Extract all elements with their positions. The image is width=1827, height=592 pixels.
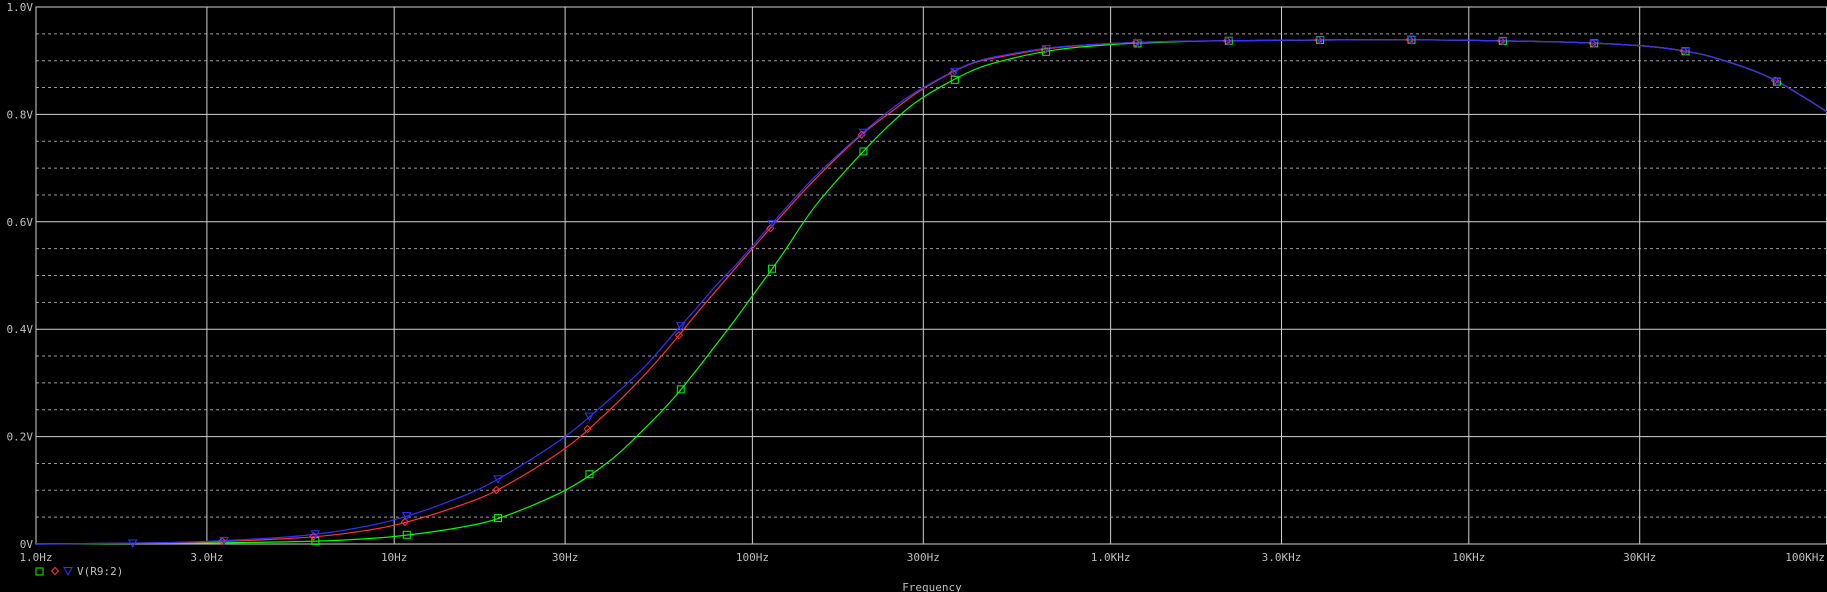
triangle-marker xyxy=(675,322,686,331)
triangle-marker xyxy=(767,220,777,229)
diamond-marker xyxy=(857,130,866,139)
legend-triangle-marker xyxy=(63,567,73,577)
diamond-marker xyxy=(948,68,958,78)
diamond-marker xyxy=(674,330,684,340)
x-tick-label: 1.0Hz xyxy=(19,551,52,564)
grid xyxy=(35,6,1827,545)
triangle-marker xyxy=(127,539,138,549)
triangle-marker xyxy=(1771,78,1782,87)
triangle-marker xyxy=(584,412,595,422)
legend-label: V(R9:2) xyxy=(77,565,123,578)
triangle-marker xyxy=(1223,37,1234,46)
square-marker xyxy=(585,470,594,479)
x-tick-label: 100Hz xyxy=(736,551,769,564)
square-marker xyxy=(859,147,868,156)
y-tick-label: 0.4V xyxy=(7,323,34,336)
triangle-marker xyxy=(1589,39,1600,49)
legend-square-marker xyxy=(35,567,44,576)
diamond-marker xyxy=(1496,36,1506,46)
y-tick-label: 0V xyxy=(20,538,34,551)
square-marker xyxy=(676,385,685,394)
diamond-marker xyxy=(1222,36,1232,45)
triangle-marker xyxy=(401,512,412,521)
y-tick-label: 1.0V xyxy=(7,1,34,14)
diamond-marker xyxy=(1040,45,1049,54)
triangle-marker xyxy=(493,475,503,484)
x-tick-label: 10Hz xyxy=(381,551,408,564)
square-marker xyxy=(402,530,411,539)
axis-ticks: 0V 0.2V 0.4V 0.6V 0.8V 1.0V 1.0Hz 3.0Hz 10Hz 30Hz… xyxy=(7,1,1826,564)
x-tick-label: 300Hz xyxy=(907,551,940,564)
diamond-marker xyxy=(1588,39,1597,48)
triangle-marker xyxy=(1132,39,1143,48)
x-tick-label: 30KHz xyxy=(1623,551,1656,564)
series-markers xyxy=(127,35,1782,549)
diamond-marker xyxy=(400,517,410,527)
square-marker xyxy=(768,264,777,273)
legend: V(R9:2) xyxy=(35,565,123,578)
triangle-marker xyxy=(1497,37,1508,46)
diamond-marker xyxy=(1131,38,1140,47)
x-tick-label: 3.0KHz xyxy=(1262,551,1302,564)
series-curves xyxy=(35,39,1827,545)
y-tick-label: 0.2V xyxy=(7,431,34,444)
series-line-triangle xyxy=(35,39,1827,545)
x-tick-label: 3.0Hz xyxy=(190,551,223,564)
square-marker xyxy=(950,75,959,84)
diamond-marker xyxy=(583,424,592,434)
y-tick-label: 0.6V xyxy=(7,216,34,229)
diamond-marker xyxy=(1405,35,1414,44)
triangle-marker xyxy=(949,67,960,77)
diamond-marker xyxy=(1679,46,1688,56)
x-tick-label: 100KHz xyxy=(1785,551,1825,564)
legend-diamond-marker xyxy=(50,566,60,576)
diamond-marker xyxy=(309,532,318,541)
triangle-marker xyxy=(1406,36,1417,45)
y-tick-label: 0.8V xyxy=(7,108,34,121)
triangle-marker xyxy=(1680,47,1691,57)
triangle-marker xyxy=(219,536,229,546)
diamond-marker xyxy=(492,485,501,495)
x-tick-label: 30Hz xyxy=(552,551,579,564)
diamond-marker xyxy=(218,537,227,546)
triangle-marker xyxy=(1041,45,1051,54)
x-tick-label: 1.0KHz xyxy=(1091,551,1131,564)
square-marker xyxy=(494,514,503,523)
diamond-marker xyxy=(1314,35,1323,45)
triangle-marker xyxy=(310,530,321,539)
triangle-marker xyxy=(1315,36,1326,46)
x-axis-label: Frequency xyxy=(902,581,962,592)
x-tick-label: 10KHz xyxy=(1452,551,1485,564)
triangle-marker xyxy=(858,128,869,138)
